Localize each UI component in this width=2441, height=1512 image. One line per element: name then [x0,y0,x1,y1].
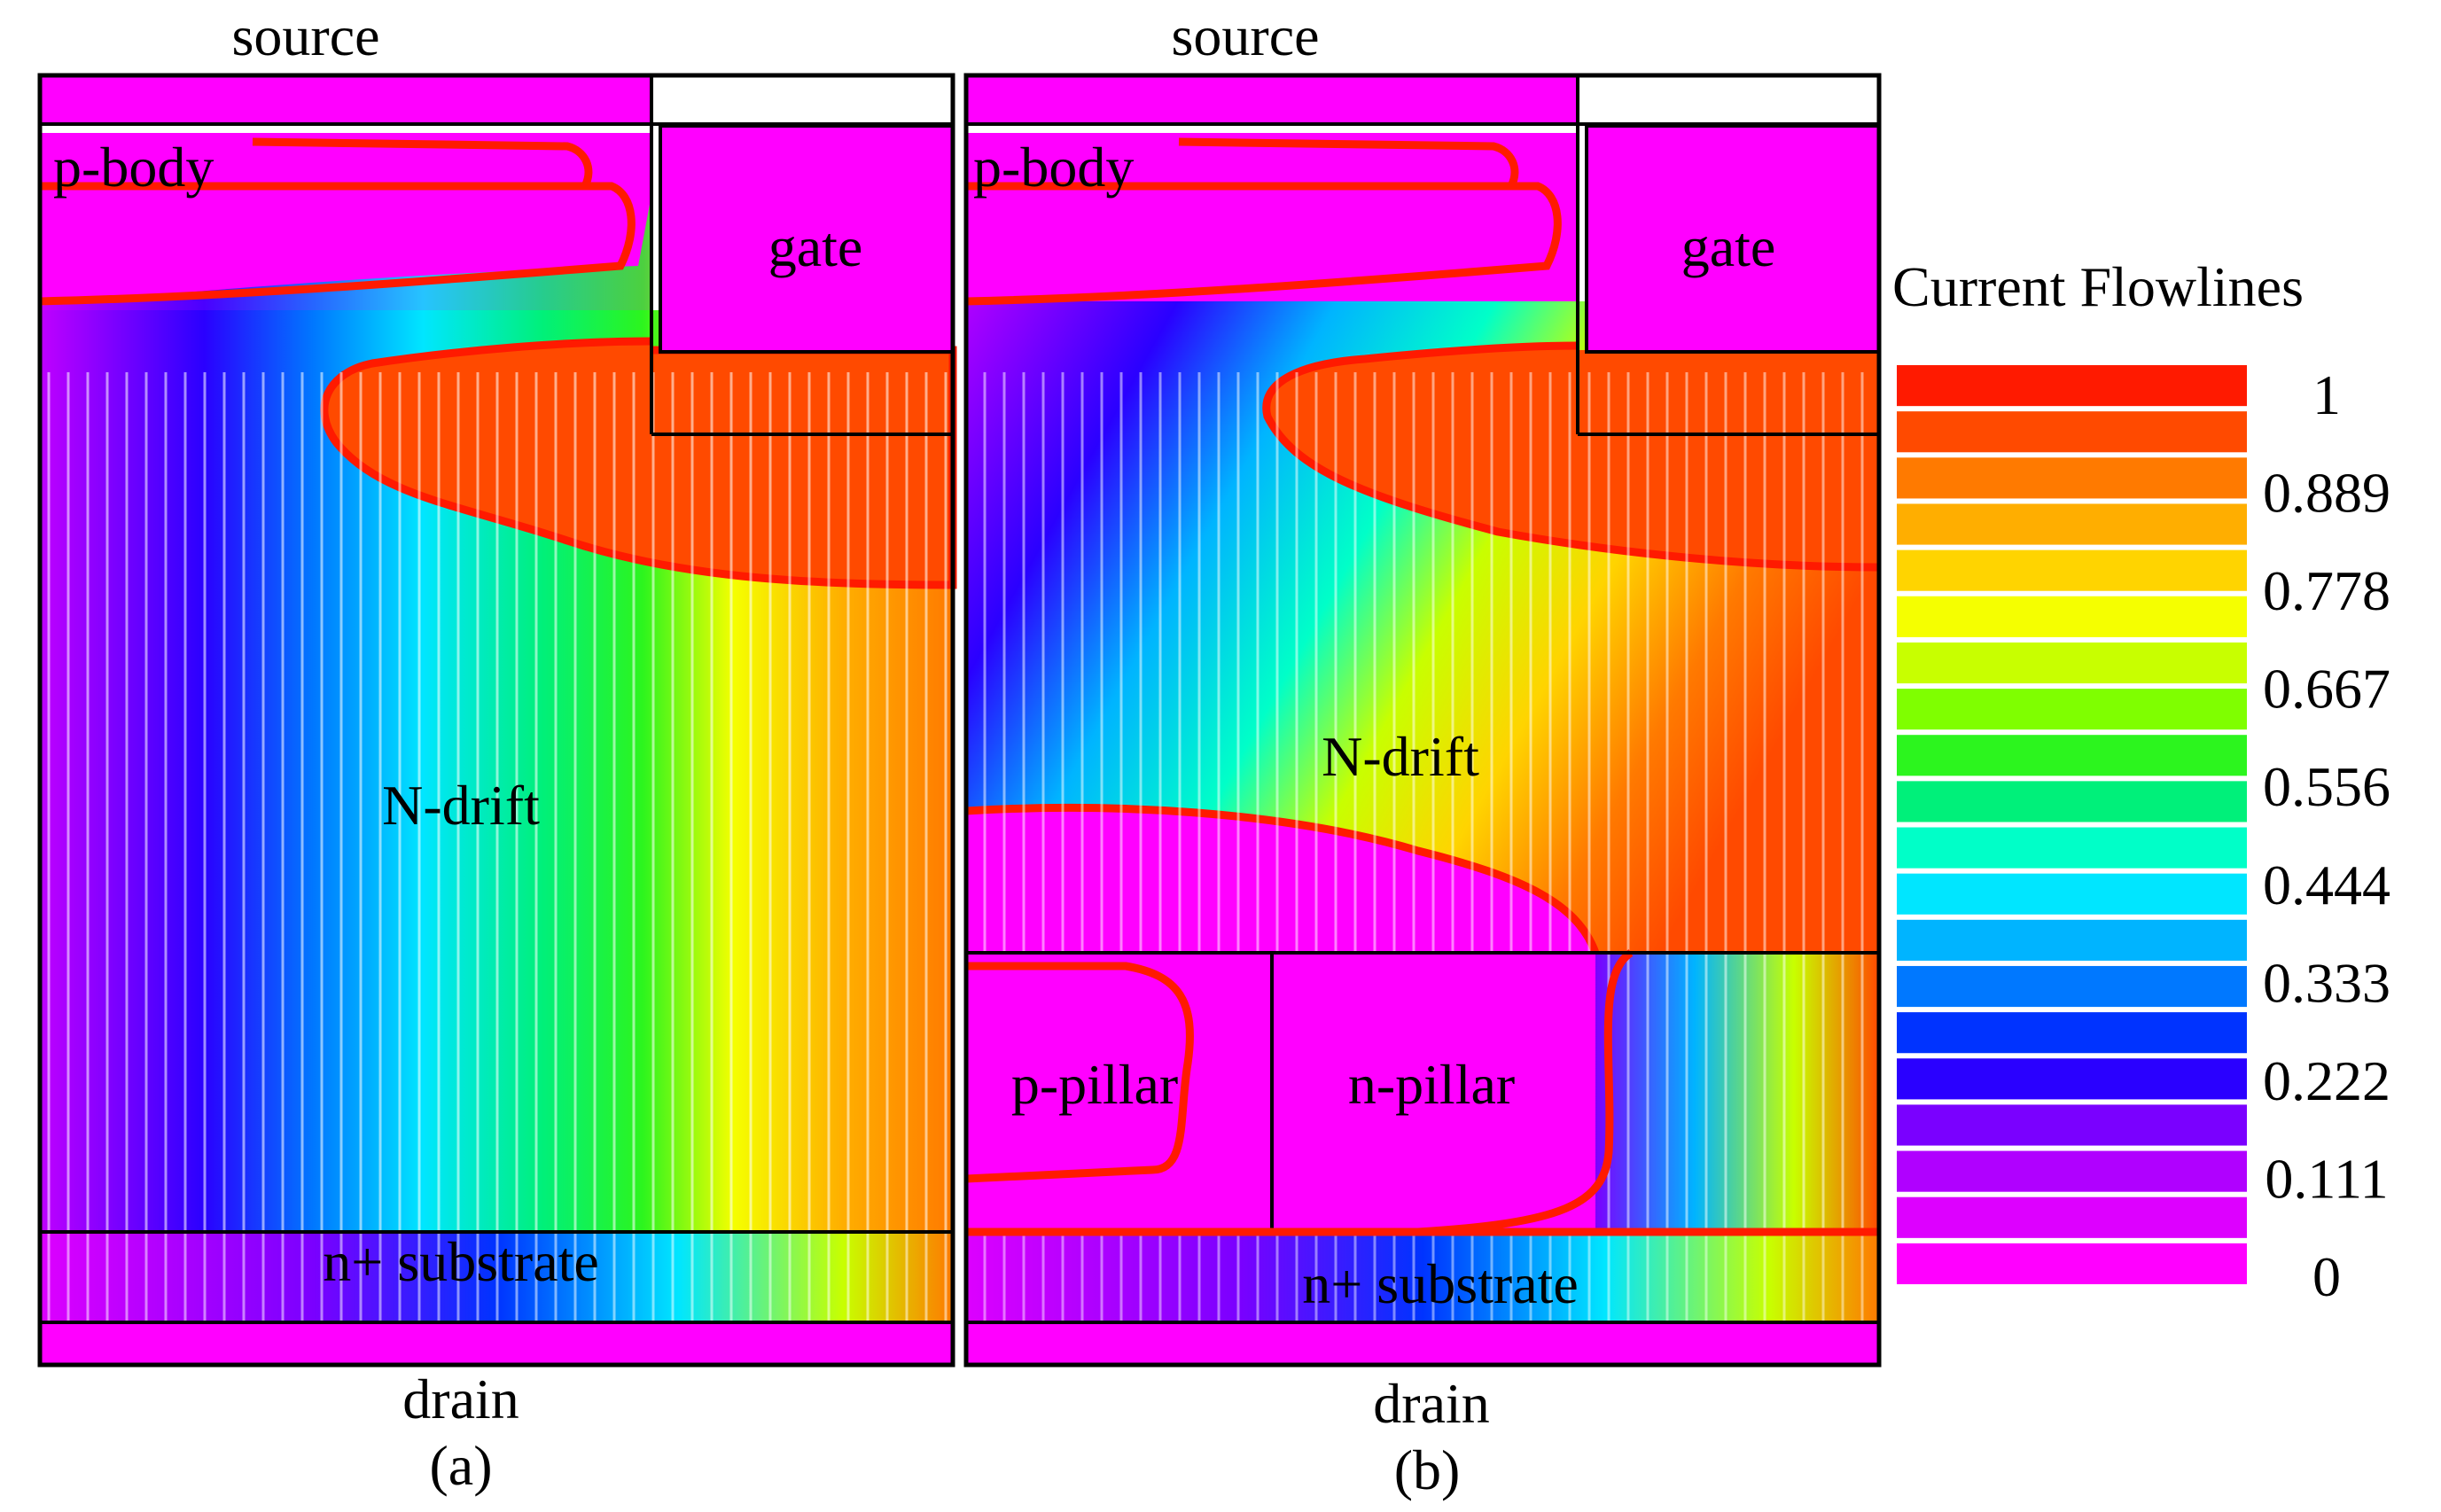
p-pillar-label: p-pillar [1011,1053,1178,1116]
n-drift-label-b: N-drift [1322,725,1479,788]
legend-swatch [1897,1012,2247,1054]
caption-a: (a) [429,1434,492,1497]
n-drift-label-a: N-drift [382,774,540,837]
legend-tick-labels: 1 0.889 0.778 0.667 0.556 0.444 0.333 0.222 0.11… [2263,363,2390,1308]
panel-a: source p-body gate N-drift n+ substrate … [37,4,957,1497]
gate-label-b: gate [1681,215,1776,278]
legend-swatch [1897,642,2247,684]
legend-swatch [1897,1058,2247,1100]
legend-swatch [1897,827,2247,869]
p-pillar-region [966,953,1272,1232]
p-body-region-b [966,133,1578,310]
legend-swatch [1897,411,2247,453]
legend-swatch [1897,735,2247,776]
legend-swatch [1897,365,2247,407]
source-label-a: source [231,4,379,67]
n-pillar-label: n-pillar [1348,1053,1515,1116]
drain-contact-b [964,1321,1881,1367]
source-contact-b [964,74,1579,126]
legend-swatch [1897,1196,2247,1238]
legend-swatch [1897,965,2247,1008]
flowlines-a [40,372,953,1232]
drain-label-b: drain [1373,1372,1490,1435]
legend-tick-label: 0.444 [2263,853,2390,916]
drain-label-a: drain [402,1368,519,1430]
legend-title: Current Flowlines [1892,255,2304,318]
legend-tick-label: 0.667 [2263,658,2390,721]
legend-color-bar [1897,365,2247,1284]
n-pillar-region [1272,953,1600,1232]
legend-swatch [1897,1150,2247,1192]
legend-tick-label: 0.111 [2265,1147,2388,1210]
gate-electrode-a [659,124,955,354]
source-contact-a [38,74,653,126]
legend-swatch [1897,503,2247,545]
p-body-label-b: p-body [973,136,1134,199]
legend-swatch [1897,689,2247,730]
legend-tick-label: 1 [2312,363,2341,426]
drain-contact-a [38,1321,955,1367]
panel-b: source p-body gate N-drift p-pillar n-pi… [963,4,1882,1501]
legend-tick-label: 0.778 [2263,559,2390,622]
caption-b: (b) [1394,1438,1461,1501]
legend-tick-label: 0.556 [2263,755,2390,818]
legend-swatch [1897,596,2247,637]
legend-tick-label: 0.889 [2263,462,2390,525]
legend-swatch [1897,1243,2247,1284]
legend-swatch [1897,781,2247,822]
p-body-label-a: p-body [53,136,214,199]
legend-swatch [1897,549,2247,591]
source-label-b: source [1171,4,1319,67]
legend-swatch [1897,919,2247,961]
n-substrate-label-b: n+ substrate [1302,1252,1579,1315]
n-substrate-label-a: n+ substrate [323,1230,599,1293]
legend-swatch [1897,873,2247,915]
legend-swatch [1897,1104,2247,1146]
legend-tick-label: 0.222 [2263,1049,2390,1112]
legend-swatch [1897,457,2247,499]
legend-tick-label: 0 [2312,1245,2341,1308]
legend-tick-label: 0.333 [2263,951,2390,1014]
gate-label-a: gate [768,215,863,278]
legend: Current Flowlines 1 0.889 0.778 0.667 0.556 0… [1892,255,2390,1308]
